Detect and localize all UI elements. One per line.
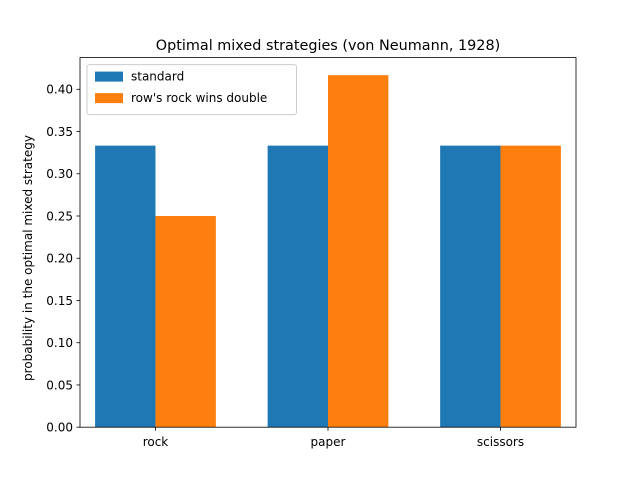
- x-tick-label: paper: [311, 435, 346, 449]
- bar-paper-series-1: [328, 75, 389, 428]
- y-tick-label: 0.30: [46, 167, 73, 181]
- legend-label-1: row's rock wins double: [131, 91, 267, 105]
- bar-scissors-series-0: [440, 145, 501, 428]
- bar-rock-series-1: [155, 216, 216, 428]
- plot-frame: [79, 57, 577, 428]
- y-tick-label: 0.10: [46, 336, 73, 350]
- legend-label-0: standard: [131, 70, 184, 84]
- chart-title: Optimal mixed strategies (von Neumann, 1…: [156, 38, 500, 54]
- y-axis: 0.00 0.05 0.10 0.15 0.20 0.25 0.30 0.35 0.40: [46, 83, 80, 435]
- x-tick-label: rock: [143, 435, 169, 449]
- y-tick-label: 0.40: [46, 83, 73, 97]
- legend: standard row's rock wins double: [86, 64, 297, 116]
- x-axis: rock paper scissors: [143, 427, 524, 449]
- y-tick-label: 0.00: [46, 421, 73, 435]
- legend-swatch-1: [95, 93, 123, 104]
- bar-rock-series-0: [95, 145, 156, 428]
- bars-layer: [95, 75, 561, 428]
- y-tick-label: 0.15: [46, 294, 73, 308]
- y-axis-label: probability in the optimal mixed strateg…: [21, 135, 35, 381]
- y-tick-label: 0.25: [46, 209, 73, 223]
- bar-scissors-series-1: [500, 145, 561, 428]
- x-tick-label: scissors: [477, 435, 524, 449]
- y-tick-label: 0.20: [46, 252, 73, 266]
- y-tick-label: 0.35: [46, 125, 73, 139]
- bar-paper-series-0: [267, 145, 328, 428]
- legend-box: [86, 64, 297, 116]
- y-tick-label: 0.05: [46, 378, 73, 392]
- legend-swatch-0: [95, 71, 123, 82]
